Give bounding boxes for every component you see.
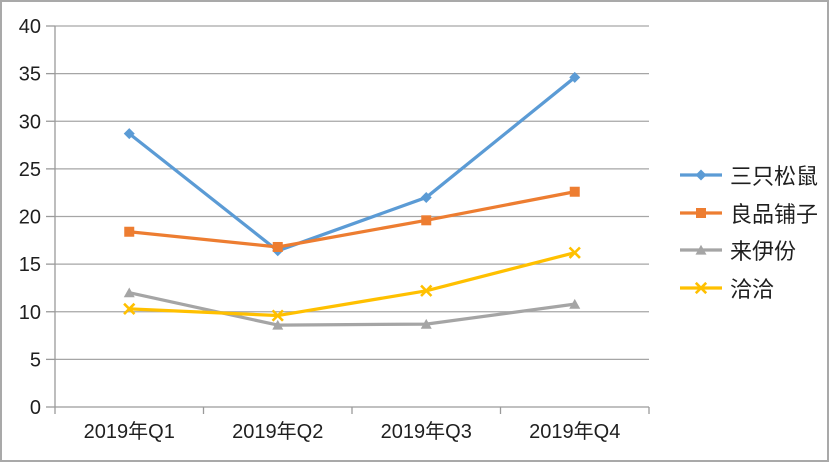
legend-label: 来伊份 [730,239,797,264]
diamond-marker-icon [680,169,722,181]
y-axis-tick-label: 5 [30,349,41,371]
y-axis-tick-label: 40 [19,16,41,38]
y-axis-tick-label: 35 [19,64,41,86]
data-point-marker [124,226,135,237]
data-point-marker [272,319,284,330]
series-line-2 [127,190,577,249]
y-axis-tick-label: 25 [19,159,41,181]
y-axis-tick-label: 30 [19,111,41,133]
data-point-marker [123,287,135,298]
data-point-marker [420,284,433,297]
data-point-marker [569,186,580,197]
legend-label: 洽洽 [730,277,775,302]
y-axis-tick-label: 0 [30,397,41,419]
legend-label: 三只松鼠 [730,164,819,189]
legend-label: 良品铺子 [730,202,819,227]
legend-marker-shape [696,208,706,218]
data-point-marker [421,215,432,226]
series-line-4 [127,251,577,318]
data-point-marker [420,318,432,329]
legend-item-series-3: 来伊份 [680,237,797,264]
legend-item-series-4: 洽洽 [680,275,775,302]
x-axis-category-label: 2019年Q2 [232,420,323,443]
data-point-marker [271,309,284,322]
y-axis-tick-label: 15 [19,254,41,276]
data-point-marker [123,302,136,316]
x-axis-category-label: 2019年Q4 [529,420,620,443]
triangle-marker-icon [680,244,722,255]
legend-marker-shape [695,244,707,255]
data-point-marker [420,191,432,203]
y-axis-tick-label: 20 [19,207,41,229]
chart-legend: 三只松鼠 良品铺子 来伊份 洽洽 [680,2,827,460]
legend-marker-shape [694,281,708,295]
series-line-3 [127,291,577,327]
square-marker-icon [680,208,722,218]
y-axis-tick-label: 10 [19,302,41,324]
data-point-marker [569,298,581,309]
data-point-marker [568,246,581,259]
x-marker-icon [680,281,722,295]
legend-item-series-1: 三只松鼠 [680,162,819,189]
legend-marker-shape [695,169,707,181]
x-axis-category-label: 2019年Q1 [84,420,175,443]
legend-item-series-2: 良品铺子 [680,200,819,227]
data-point-marker [272,241,283,252]
data-point-marker [123,128,135,140]
x-axis-category-label: 2019年Q3 [381,420,472,443]
series-line-1 [127,75,577,253]
data-point-marker [569,71,581,83]
